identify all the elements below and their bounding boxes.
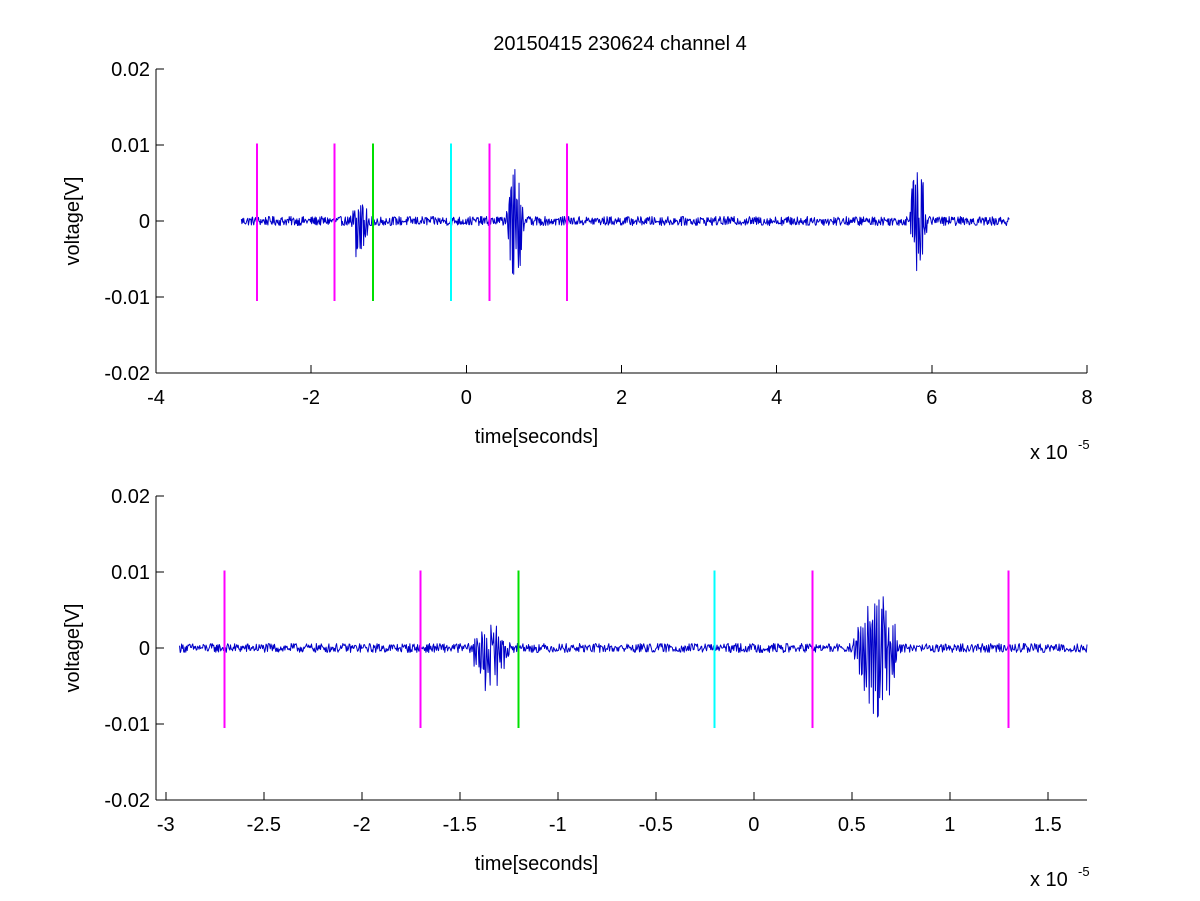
- x-tick-label: 6: [926, 387, 937, 409]
- x-multiplier-exponent: -5: [1078, 864, 1090, 879]
- x-tick-label: -2.5: [247, 814, 281, 836]
- x-multiplier-label: x 10: [1030, 442, 1068, 464]
- x-tick-label: 8: [1081, 387, 1092, 409]
- signal-trace: [240, 168, 1010, 275]
- x-tick-label: 0.5: [838, 814, 866, 836]
- y-tick-label: -0.01: [104, 287, 150, 309]
- x-tick-label: 2: [616, 387, 627, 409]
- y-tick-label: 0.02: [111, 59, 150, 81]
- x-tick-label: -0.5: [639, 814, 673, 836]
- x-tick-label: -4: [147, 387, 165, 409]
- y-tick-label: 0: [139, 211, 150, 233]
- x-tick-label: -2: [302, 387, 320, 409]
- y-tick-label: 0: [139, 638, 150, 660]
- bottom-subplot: 0.02 0.01 0 -0.01 -0.02 -3 -2.5 -2 -1.5 -1 -0.5 0 0.…: [62, 486, 1090, 891]
- y-axis-label: voltage[V]: [62, 177, 84, 266]
- x-axis-label: time[seconds]: [475, 853, 598, 875]
- x-multiplier-label: x 10: [1030, 869, 1068, 891]
- x-tick-label: 0: [461, 387, 472, 409]
- x-tick-label: -2: [353, 814, 371, 836]
- signal-trace: [179, 596, 1088, 718]
- top-subplot: 0.02 0.01 0 -0.01 -0.02-4 -2 0 2 4 6 8 time[seconds…: [62, 59, 1093, 464]
- x-tick-label: -3: [157, 814, 175, 836]
- y-tick-label: 0.02: [111, 486, 150, 508]
- y-tick-label: -0.02: [104, 790, 150, 812]
- y-tick-label: -0.01: [104, 714, 150, 736]
- x-tick-label: 0: [748, 814, 759, 836]
- y-axis-label: voltage[V]: [62, 604, 84, 693]
- x-axis-label: time[seconds]: [475, 426, 598, 448]
- x-tick-label: -1.5: [443, 814, 477, 836]
- x-tick-label: -1: [549, 814, 567, 836]
- y-tick-label: 0.01: [111, 135, 150, 157]
- y-tick-label: -0.02: [104, 363, 150, 385]
- x-tick-label: 1.5: [1034, 814, 1062, 836]
- x-tick-label: 1: [944, 814, 955, 836]
- y-tick-label: 0.01: [111, 562, 150, 584]
- figure-title: 20150415 230624 channel 4: [493, 33, 747, 55]
- x-tick-label: 4: [771, 387, 782, 409]
- x-multiplier-exponent: -5: [1078, 437, 1090, 452]
